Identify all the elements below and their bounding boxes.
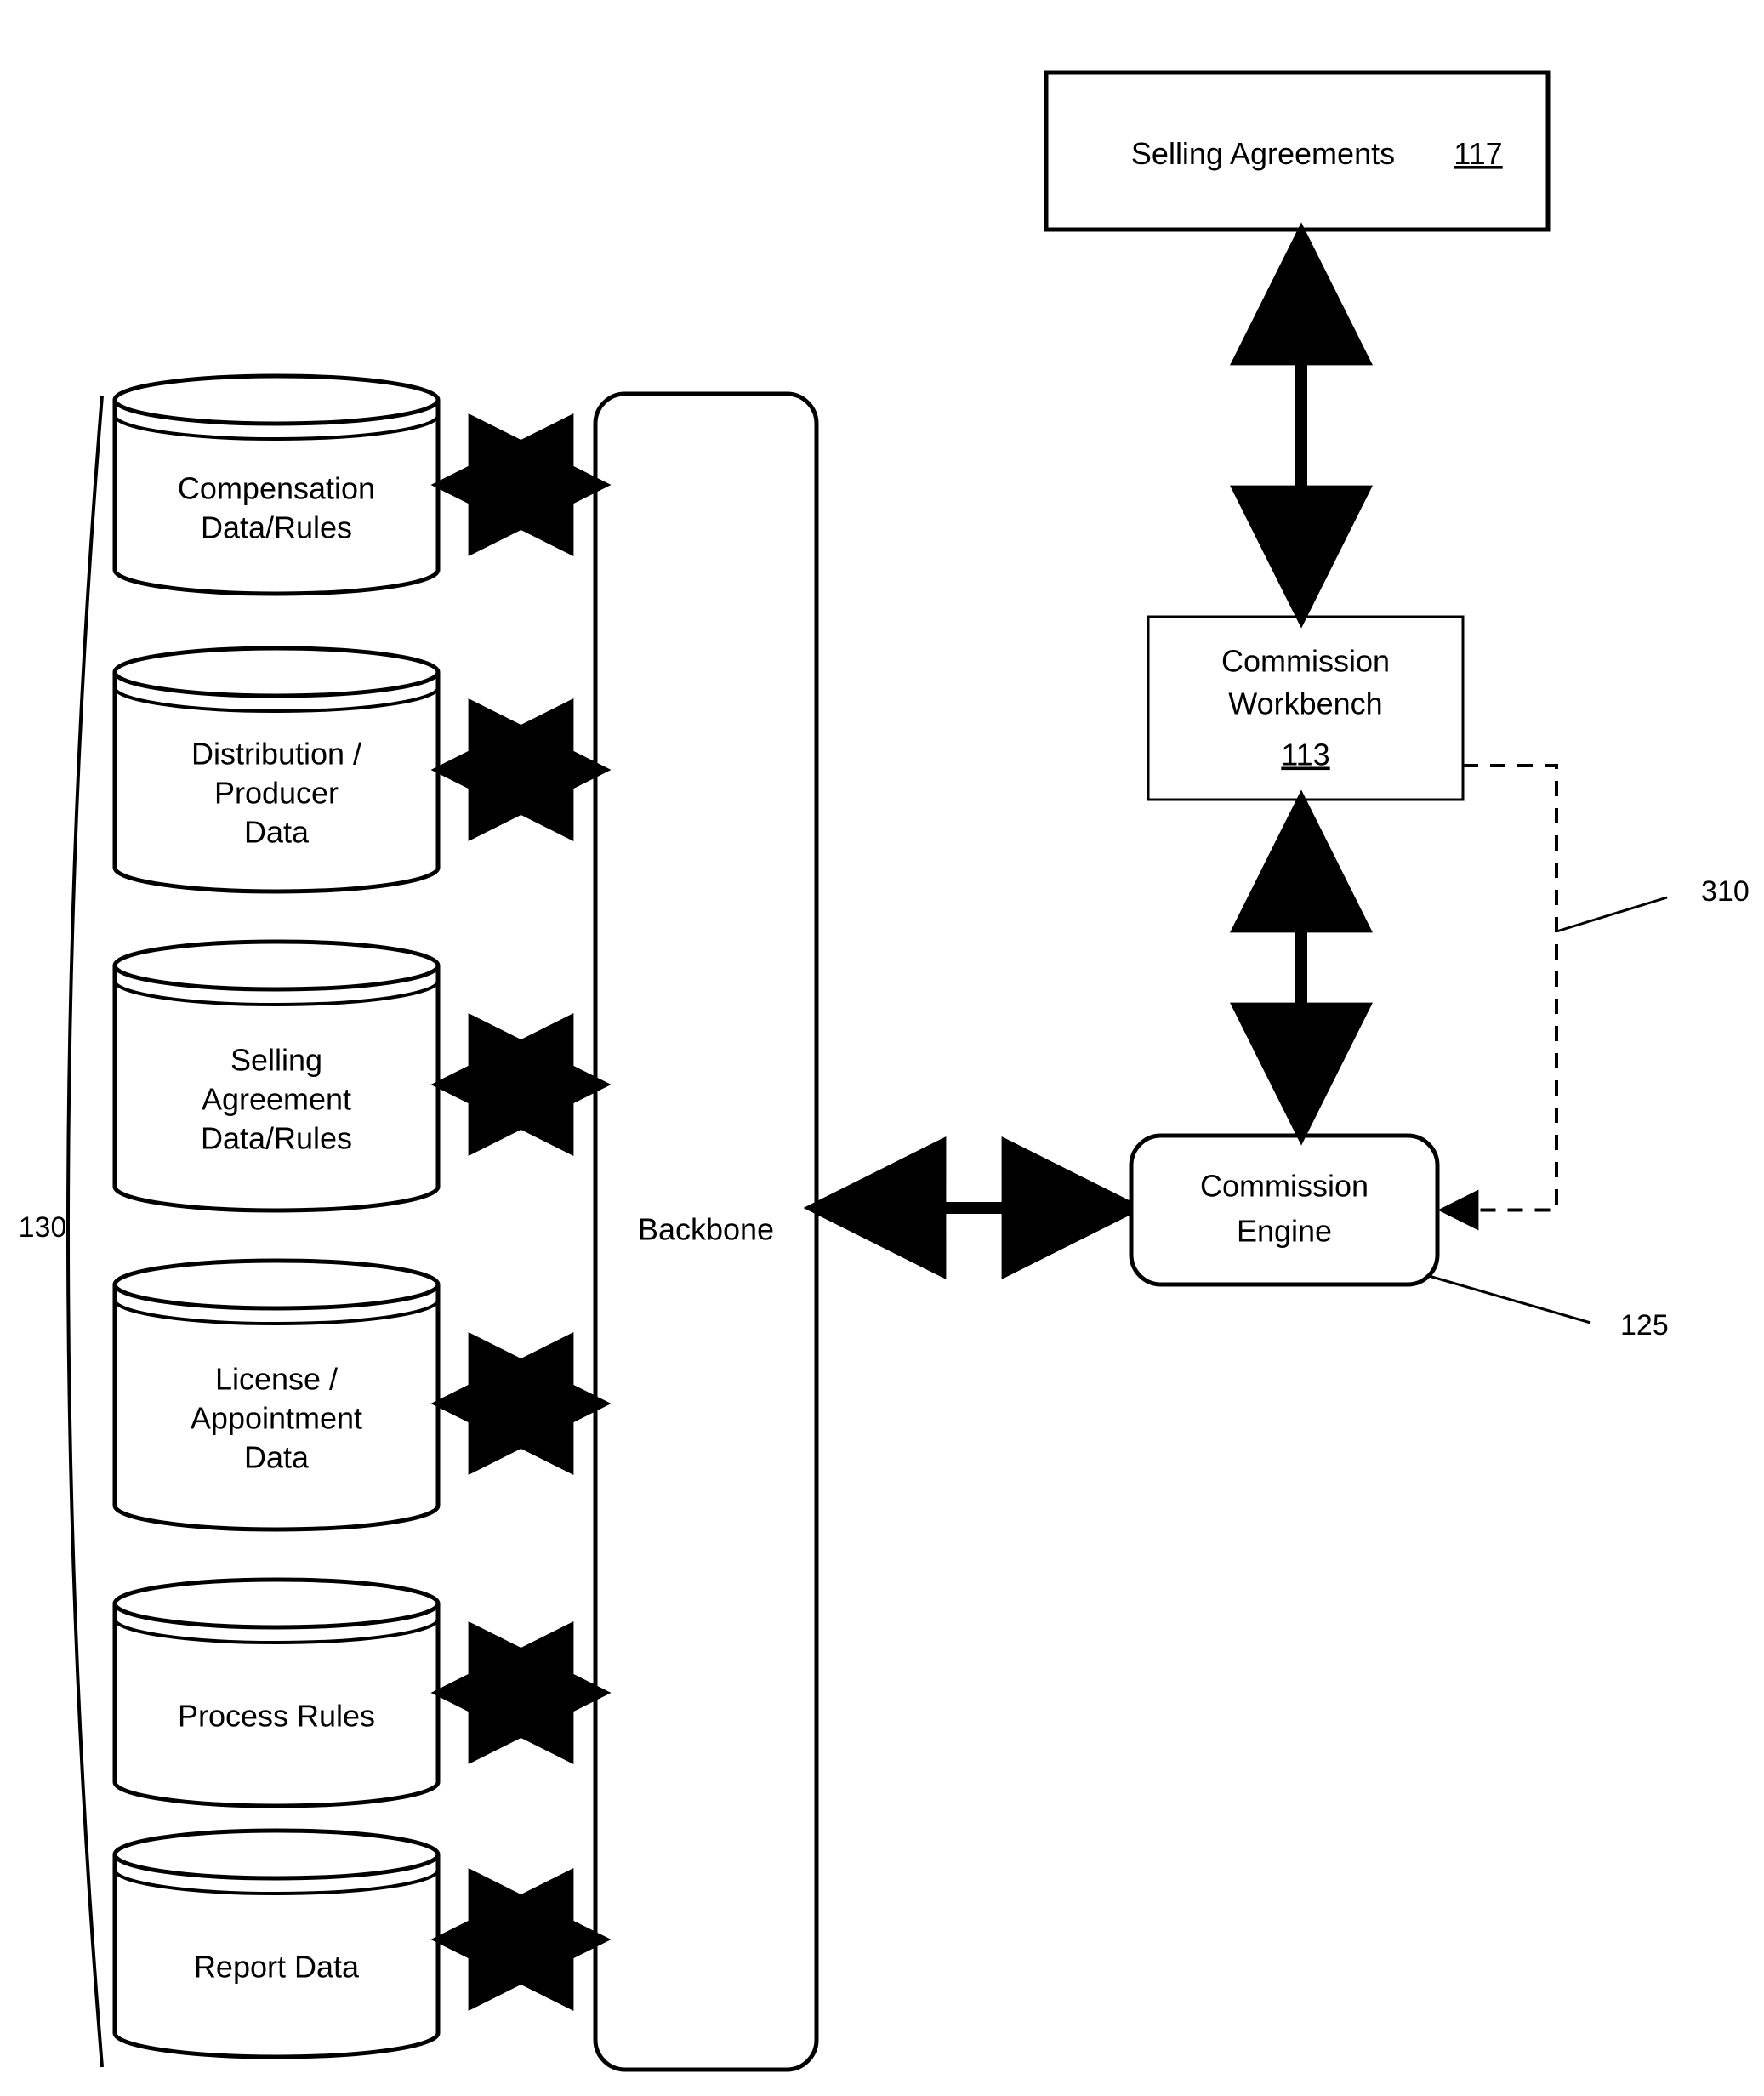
cyl-distribution-label-0: Distribution / bbox=[191, 737, 361, 772]
brace-label: 130 bbox=[19, 1211, 67, 1244]
selling-agreements-label: Selling Agreements bbox=[1131, 136, 1395, 171]
cyl-license-label-2: Data bbox=[244, 1440, 310, 1475]
brace bbox=[68, 396, 102, 2067]
cyl-compensation-label-1: Data/Rules bbox=[201, 510, 352, 545]
cyl-distribution: Distribution / Producer Data bbox=[115, 648, 438, 891]
cyl-selling-label-2: Data/Rules bbox=[201, 1121, 352, 1156]
dashed-path-310 bbox=[1446, 766, 1556, 1210]
callout-125: 125 bbox=[1620, 1309, 1669, 1341]
backbone-label: Backbone bbox=[638, 1212, 774, 1247]
cyl-distribution-label-2: Data bbox=[244, 815, 310, 850]
commission-workbench-label-2: Workbench bbox=[1228, 686, 1382, 721]
cyl-selling: Selling Agreement Data/Rules bbox=[115, 942, 438, 1210]
cyl-compensation-label-0: Compensation bbox=[178, 471, 375, 506]
commission-workbench-ref: 113 bbox=[1281, 738, 1329, 772]
cyl-selling-label-0: Selling bbox=[230, 1043, 322, 1078]
cyl-process-label-0: Process Rules bbox=[178, 1699, 375, 1734]
commission-engine-label-2: Engine bbox=[1237, 1214, 1332, 1249]
cyl-license-label-1: Appointment bbox=[191, 1401, 362, 1436]
cyl-distribution-label-1: Producer bbox=[214, 776, 339, 811]
cyl-process: Process Rules bbox=[115, 1580, 438, 1806]
leader-310 bbox=[1556, 897, 1667, 931]
callout-310: 310 bbox=[1701, 875, 1750, 908]
commission-workbench-label-1: Commission bbox=[1221, 644, 1390, 679]
commission-engine-label-1: Commission bbox=[1200, 1169, 1369, 1204]
cyl-compensation: Compensation Data/Rules bbox=[115, 376, 438, 594]
cyl-report-label-0: Report Data bbox=[194, 1950, 360, 1985]
cyl-report: Report Data bbox=[115, 1831, 438, 2057]
commission-engine-box bbox=[1131, 1136, 1437, 1284]
cyl-license-label-0: License / bbox=[215, 1362, 338, 1397]
cyl-license: License / Appointment Data bbox=[115, 1261, 438, 1529]
selling-agreements-ref: 117 bbox=[1454, 136, 1502, 171]
leader-125 bbox=[1429, 1276, 1590, 1323]
cyl-selling-label-1: Agreement bbox=[202, 1082, 351, 1117]
